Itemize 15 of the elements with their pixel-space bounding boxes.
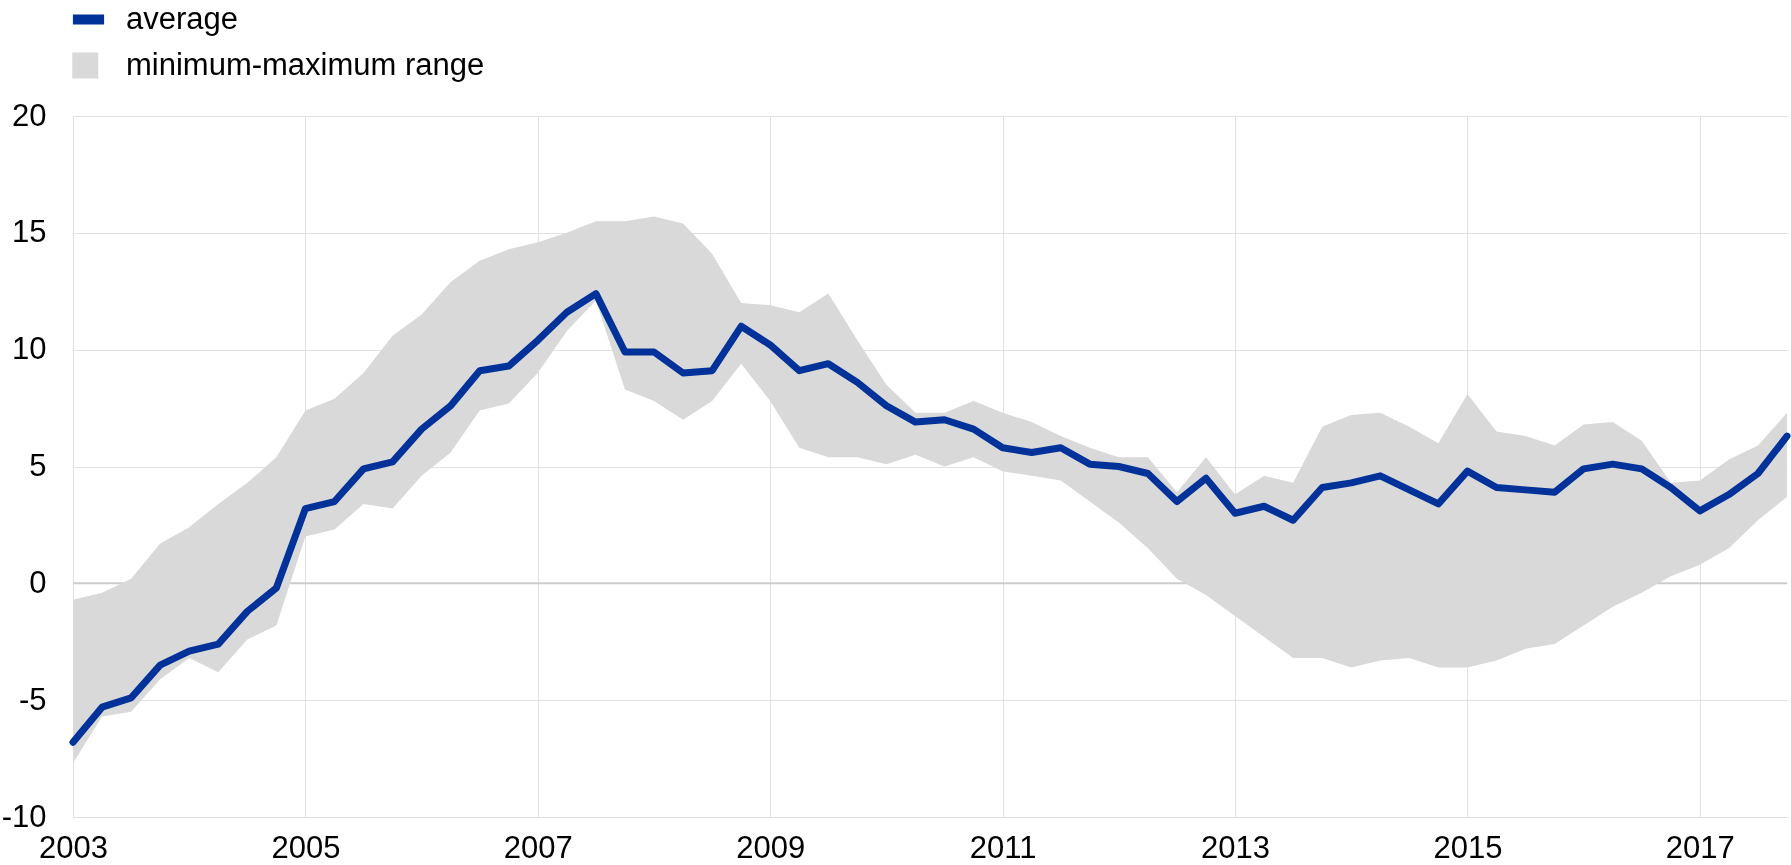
legend-label: minimum-maximum range [126,46,485,82]
x-tick-label: 2013 [1201,829,1271,865]
x-tick-label: 2011 [969,829,1037,865]
legend-label: average [126,0,239,36]
y-tick-label: 15 [12,214,47,250]
y-tick-label: 10 [12,331,47,367]
y-tick-label: -5 [18,681,47,717]
y-tick-label: 20 [12,97,47,133]
x-tick-label: 2017 [1665,829,1735,865]
x-tick-label: 2009 [736,829,806,865]
y-tick-label: 0 [29,564,47,600]
y-tick-label: 5 [29,448,47,483]
x-tick-label: 2015 [1433,829,1503,865]
x-tick-label: 2005 [271,829,341,865]
x-tick-label: 2007 [503,829,573,865]
